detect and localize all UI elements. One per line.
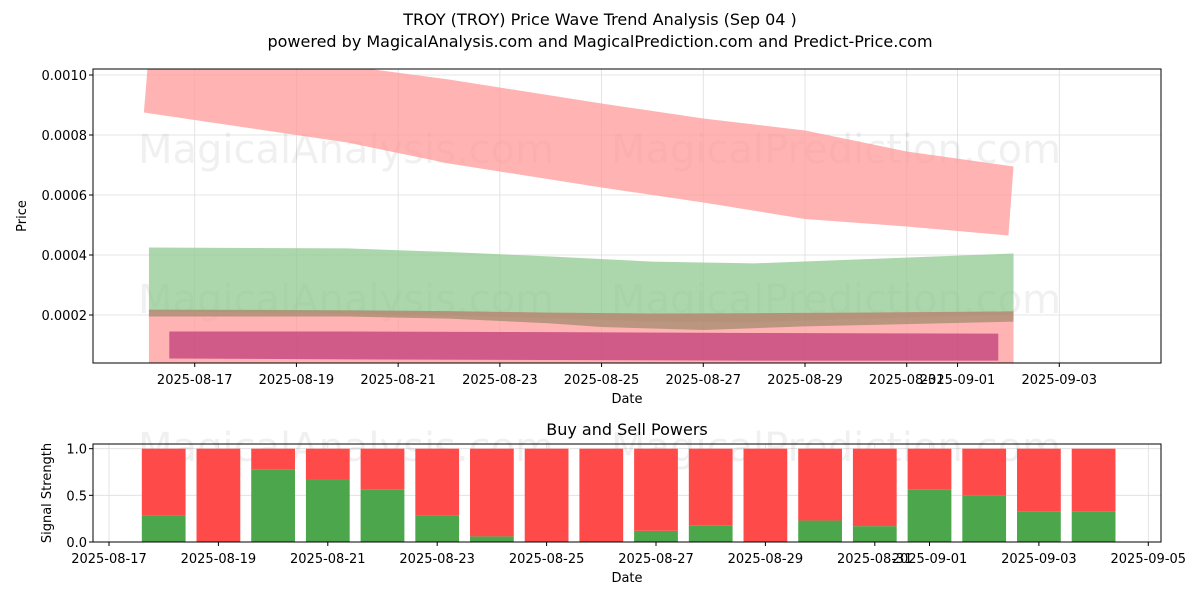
sell-power-bar [962, 448, 1007, 496]
buy-power-bar [305, 479, 350, 542]
buy-power-bar [470, 536, 514, 542]
top-bands [143, 69, 1014, 363]
bottom-y-axis-label: Signal Strength [40, 443, 55, 543]
sell-power-bar [743, 448, 788, 542]
buy-power-bar [415, 515, 460, 542]
sell-power-bar [907, 448, 952, 490]
top-y-tick-label: 0.0010 [42, 69, 88, 84]
top-x-tick-label: 2025-09-03 [1022, 373, 1098, 388]
bottom-y-tick-label: 0.5 [66, 489, 87, 504]
buy-power-bar [360, 489, 405, 542]
sell-power-bar [360, 448, 405, 490]
top-y-tick-label: 0.0002 [42, 309, 88, 324]
sell-power-bar [634, 448, 678, 531]
sell-power-bar [251, 448, 295, 470]
price-band-5 [169, 331, 999, 361]
top-x-tick-label: 2025-08-31 [869, 373, 945, 388]
sell-power-bar [415, 448, 460, 516]
price-band-4 [148, 309, 1014, 330]
bottom-x-tick-label: 2025-08-21 [290, 552, 366, 567]
top-x-tick-label: 2025-09-01 [920, 373, 996, 388]
top-y-tick-label: 0.0008 [42, 129, 88, 144]
sell-power-bar [1017, 448, 1061, 512]
price-band-2 [148, 247, 1014, 323]
buy-power-bar [634, 530, 678, 542]
sell-power-bar [1071, 448, 1116, 512]
bottom-x-tick-label: 2025-09-01 [892, 552, 968, 567]
buy-power-bar [852, 526, 897, 542]
bottom-x-tick-label: 2025-09-03 [1001, 552, 1077, 567]
bottom-x-tick-label: 2025-08-29 [728, 552, 804, 567]
buy-power-bar [962, 495, 1007, 542]
sell-power-bar [470, 448, 514, 537]
buy-power-bar [141, 515, 186, 542]
sell-power-bar [196, 448, 241, 542]
sell-power-bar [305, 448, 350, 480]
sell-power-bar [852, 448, 897, 527]
top-x-tick-label: 2025-08-27 [666, 373, 742, 388]
bottom-x-tick-label: 2025-08-31 [837, 552, 913, 567]
top-y-axis-label: Price [15, 200, 30, 232]
bottom-plot-frame [92, 443, 1162, 543]
buy-power-bar [907, 489, 952, 542]
buy-power-bar [1071, 511, 1116, 542]
bottom-x-tick-label: 2025-08-23 [399, 552, 475, 567]
top-x-tick-label: 2025-08-17 [157, 373, 233, 388]
buy-power-bar [798, 520, 842, 542]
buy-power-bar [688, 525, 733, 542]
price-band-1 [143, 69, 1014, 236]
bottom-y-tick-label: 1.0 [66, 443, 87, 458]
bottom-x-axis-label: Date [611, 571, 642, 586]
sell-power-bar [688, 448, 733, 526]
top-x-tick-label: 2025-08-21 [360, 373, 436, 388]
sell-power-bar [141, 448, 186, 516]
sell-power-bar [798, 448, 842, 521]
buy-power-bar [251, 469, 295, 542]
bottom-x-tick-label: 2025-08-25 [509, 552, 585, 567]
bottom-x-tick-label: 2025-09-05 [1111, 552, 1187, 567]
top-x-axis-label: Date [611, 392, 642, 407]
top-x-tick-label: 2025-08-25 [564, 373, 640, 388]
buy-power-bar [1017, 511, 1061, 542]
bottom-x-tick-label: 2025-08-19 [181, 552, 257, 567]
bottom-y-tick-label: 0.0 [66, 536, 87, 551]
sell-power-bar [579, 448, 624, 542]
top-x-tick-label: 2025-08-23 [462, 373, 538, 388]
sell-power-bar [524, 448, 569, 542]
top-y-tick-label: 0.0006 [42, 189, 88, 204]
chart-subtitle: powered by MagicalAnalysis.com and Magic… [267, 32, 933, 51]
chart-title: TROY (TROY) Price Wave Trend Analysis (S… [403, 10, 797, 29]
top-x-tick-label: 2025-08-19 [259, 373, 335, 388]
top-x-tick-label: 2025-08-29 [767, 373, 843, 388]
top-plot-frame [92, 68, 1162, 364]
bottom-x-tick-label: 2025-08-17 [71, 552, 147, 567]
top-y-tick-label: 0.0004 [42, 249, 88, 264]
bottom-x-tick-label: 2025-08-27 [618, 552, 694, 567]
bottom-chart-title: Buy and Sell Powers [546, 420, 708, 439]
